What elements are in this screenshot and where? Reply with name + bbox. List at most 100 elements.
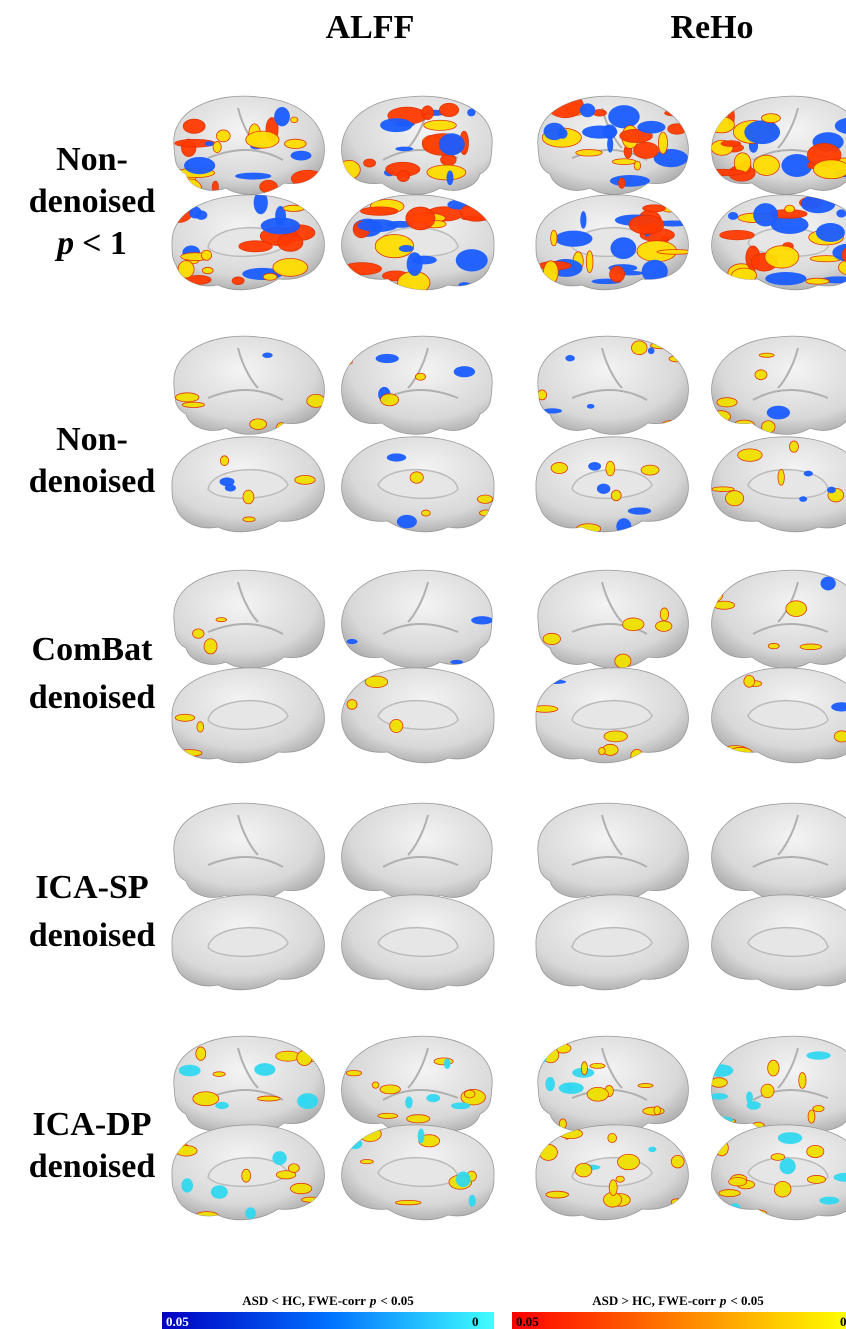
cluster bbox=[450, 1102, 471, 1110]
cluster bbox=[799, 496, 808, 502]
activation bbox=[345, 353, 476, 407]
cluster bbox=[241, 1168, 252, 1183]
cluster bbox=[614, 653, 632, 669]
cluster bbox=[841, 245, 846, 265]
colorbar-title: ASD < HC, FWE-corr p < 0.05 bbox=[242, 1293, 414, 1308]
cluster bbox=[476, 494, 494, 504]
cluster bbox=[761, 113, 781, 124]
cluster bbox=[637, 1083, 654, 1088]
cluster bbox=[455, 249, 488, 272]
brain bbox=[537, 802, 689, 902]
cluster bbox=[396, 170, 410, 182]
cluster bbox=[201, 266, 214, 275]
cluster bbox=[711, 168, 746, 176]
row-label: denoised bbox=[29, 1148, 156, 1185]
cluster bbox=[609, 265, 626, 283]
cluster bbox=[415, 372, 427, 381]
cluster bbox=[371, 1081, 380, 1089]
cluster bbox=[714, 421, 728, 435]
threshold: < 0.05 bbox=[380, 1293, 414, 1308]
cluster bbox=[262, 272, 278, 281]
cluster bbox=[259, 179, 278, 194]
cluster bbox=[777, 468, 785, 486]
sulcus bbox=[571, 347, 648, 401]
cluster bbox=[546, 96, 584, 119]
cluster bbox=[542, 408, 563, 414]
corpus-callosum bbox=[377, 1156, 459, 1187]
cluster bbox=[379, 1084, 401, 1095]
row-label: Non- bbox=[56, 141, 128, 178]
cluster bbox=[641, 259, 668, 283]
cluster bbox=[596, 483, 611, 494]
cluster bbox=[575, 523, 602, 532]
cluster bbox=[260, 217, 301, 235]
cluster bbox=[777, 1132, 803, 1144]
corpus-callosum bbox=[747, 926, 829, 957]
row-label: Non- bbox=[56, 421, 128, 458]
cluster bbox=[812, 159, 846, 180]
cluster bbox=[253, 194, 268, 215]
cluster bbox=[642, 1106, 665, 1116]
activation bbox=[341, 199, 495, 290]
cluster bbox=[216, 129, 231, 143]
row-label-condition: p < 1 bbox=[54, 225, 127, 262]
cluster bbox=[659, 419, 687, 434]
cluster bbox=[296, 1050, 313, 1066]
sulcus bbox=[752, 814, 829, 868]
cluster bbox=[290, 150, 312, 161]
title: ASD > HC, FWE-corr bbox=[592, 1293, 716, 1308]
cluster bbox=[389, 718, 404, 733]
cluster bbox=[716, 397, 738, 408]
cluster bbox=[543, 679, 567, 685]
brain bbox=[173, 802, 325, 902]
cluster bbox=[542, 632, 561, 645]
cluster bbox=[659, 607, 669, 622]
corpus-callosum bbox=[377, 468, 459, 499]
cluster bbox=[727, 212, 739, 220]
colorbar-min-label: 0.05 bbox=[166, 1314, 189, 1329]
cluster bbox=[633, 141, 659, 159]
sulcus bbox=[571, 581, 648, 635]
cluster bbox=[580, 1061, 588, 1076]
cluster bbox=[545, 1190, 570, 1199]
cluster bbox=[426, 164, 467, 181]
cluster bbox=[306, 393, 325, 408]
cluster bbox=[417, 1128, 425, 1144]
activation bbox=[219, 455, 316, 523]
cluster bbox=[754, 369, 768, 381]
cluster bbox=[421, 509, 431, 517]
brain bbox=[341, 802, 493, 902]
colorbar bbox=[162, 1312, 494, 1329]
cluster bbox=[668, 355, 687, 363]
cluster bbox=[204, 141, 214, 147]
activation bbox=[345, 1057, 486, 1124]
cluster bbox=[375, 353, 399, 364]
cluster bbox=[374, 234, 415, 259]
activation bbox=[711, 440, 845, 507]
cluster bbox=[396, 514, 417, 529]
cluster bbox=[642, 204, 666, 213]
sulcus bbox=[571, 814, 648, 868]
cluster bbox=[409, 471, 424, 484]
sulcus bbox=[752, 1047, 829, 1101]
cluster bbox=[737, 448, 763, 462]
variable: p bbox=[719, 1293, 727, 1308]
cluster bbox=[386, 453, 407, 462]
cluster bbox=[806, 1051, 831, 1060]
cluster bbox=[746, 1091, 753, 1104]
row-label: denoised bbox=[29, 183, 156, 220]
cluster bbox=[819, 1196, 840, 1205]
cluster bbox=[275, 422, 287, 435]
cluster bbox=[586, 403, 595, 409]
row-label: denoised bbox=[29, 463, 156, 500]
brain bbox=[537, 569, 689, 669]
threshold: < 1 bbox=[82, 225, 127, 262]
cluster bbox=[275, 1050, 301, 1062]
cluster bbox=[380, 118, 413, 133]
cluster bbox=[607, 1132, 617, 1144]
cluster bbox=[394, 1199, 422, 1206]
cluster bbox=[421, 105, 434, 120]
cluster bbox=[359, 1159, 374, 1165]
cluster bbox=[189, 206, 202, 219]
cluster bbox=[364, 675, 389, 688]
